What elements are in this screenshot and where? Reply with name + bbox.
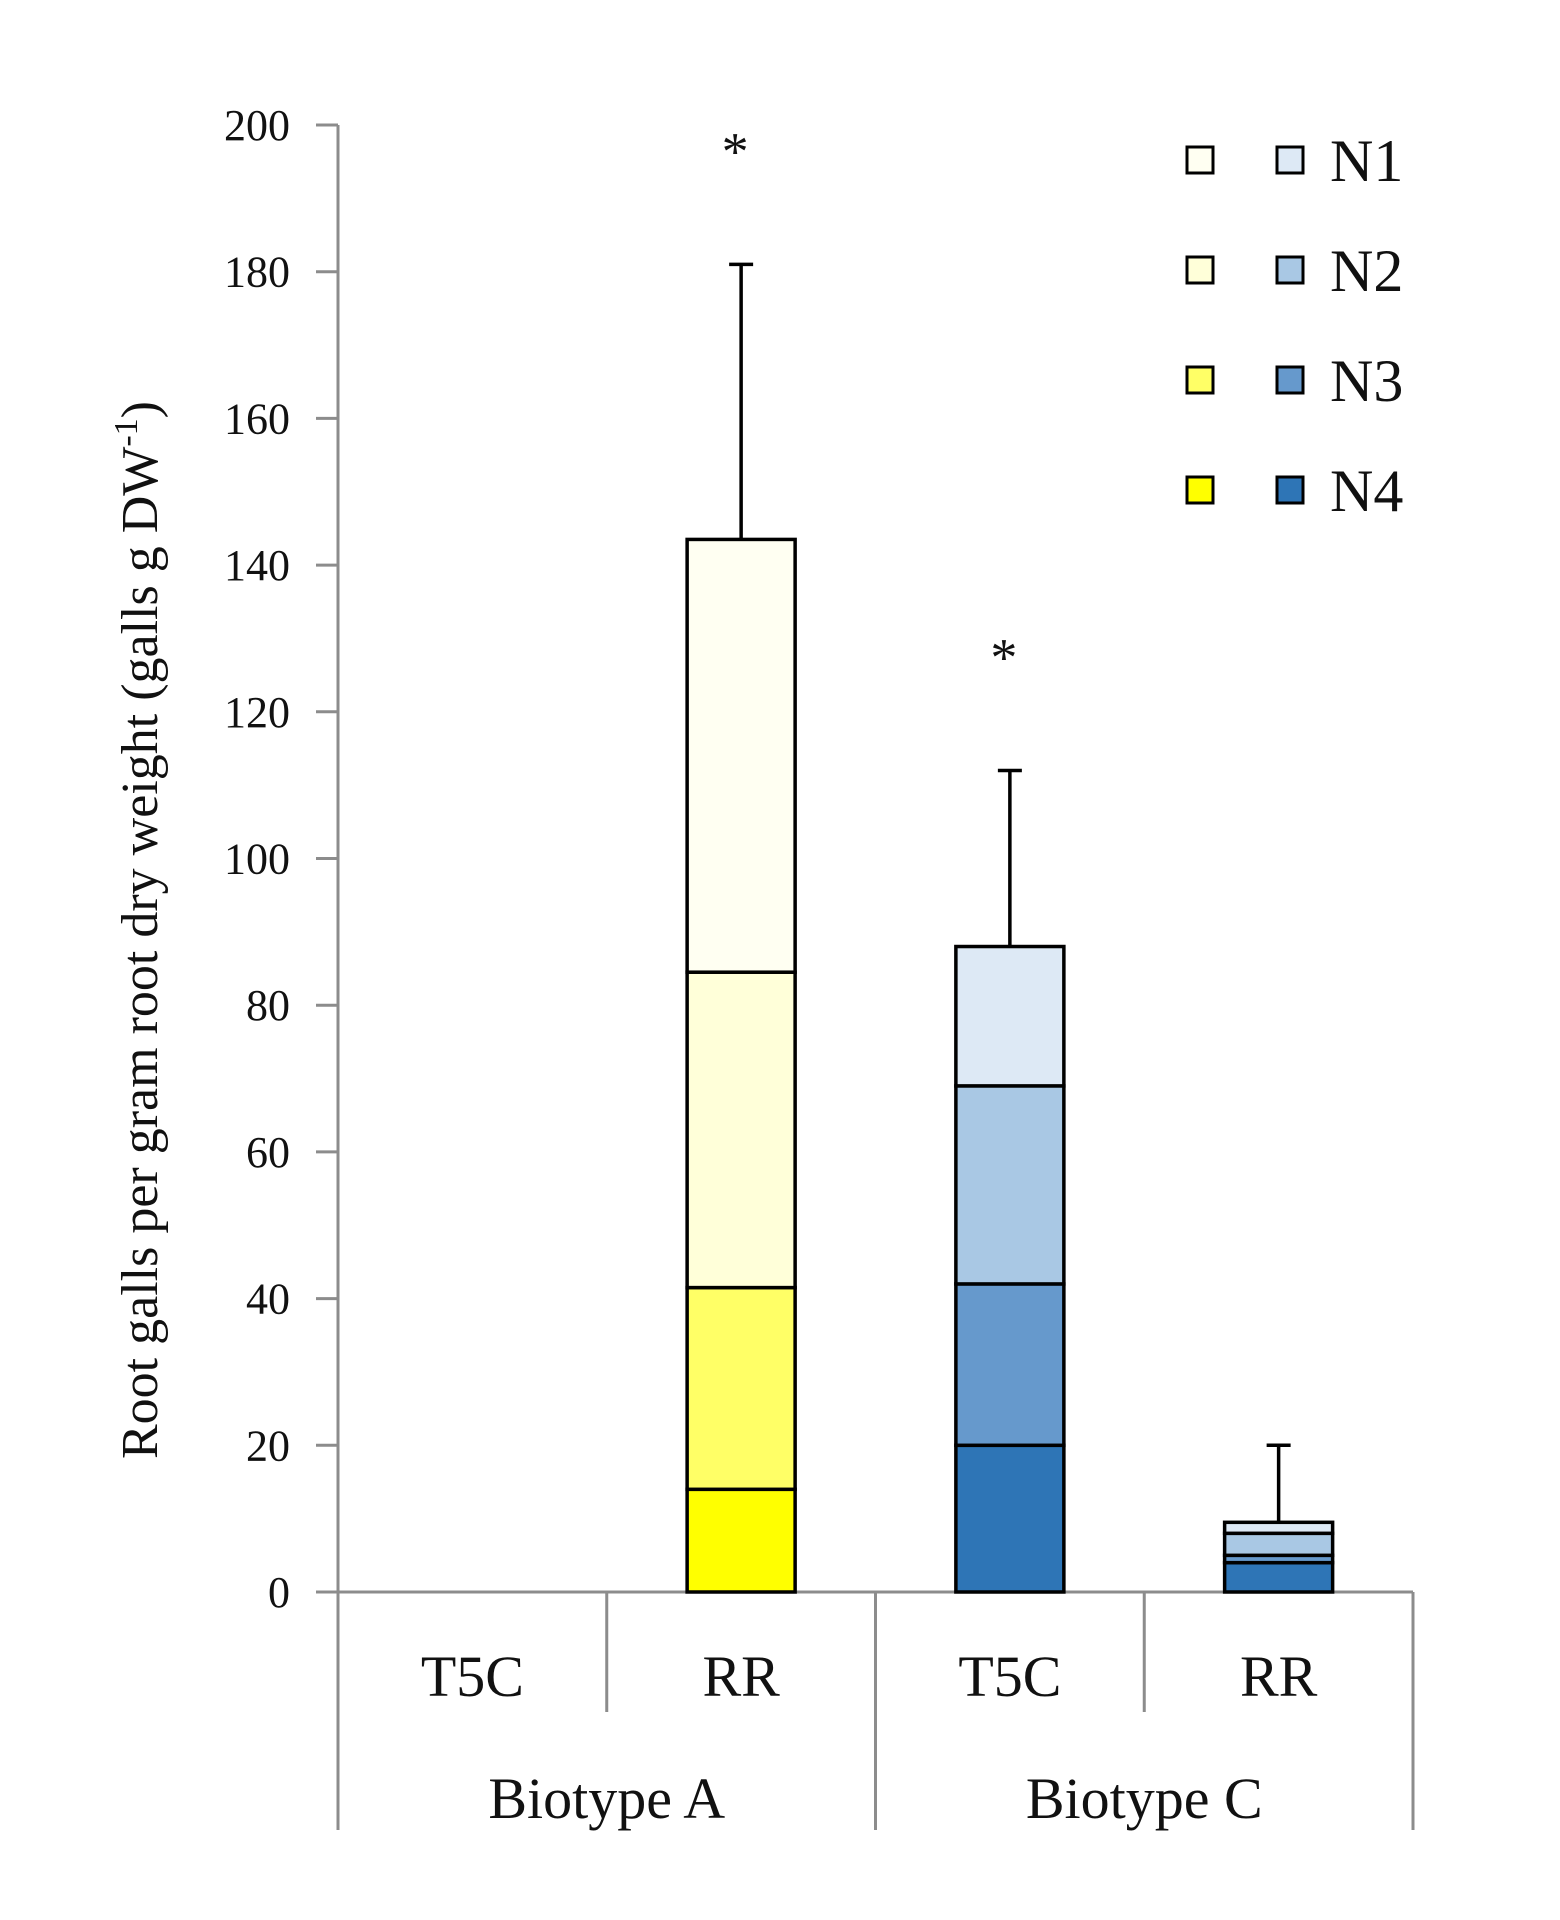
category-label-3: RR [1240,1644,1318,1709]
bar-2-n4 [954,1443,1066,1594]
legend-swatch-c-n4 [1275,475,1305,505]
legend-label-n1: N1 [1330,128,1403,194]
y-axis-label: Root galls per gram root dry weight (gal… [108,401,169,1459]
legend-label-n4: N4 [1330,458,1403,524]
legend-swatch-a-n4 [1185,475,1215,505]
bars [685,262,1335,1594]
labels: 0 20 40 60 80 100 120 140 160 180 200 T5C RR T5C RR Bio… [224,101,1318,1831]
bar-1-n4 [685,1487,797,1594]
legend-swatch-c-n3 [1275,365,1305,395]
bar-2-n1 [954,944,1066,1088]
y-tick-label-0: 0 [268,1568,290,1617]
significance-mark-1: * [722,121,749,181]
legend-swatch-c-n2 [1275,255,1305,285]
y-axis-label-superscript: -1 [108,418,145,446]
y-tick-label-40: 40 [246,1275,290,1324]
bar-1-n2 [685,970,797,1290]
bar-3-n2 [1222,1531,1335,1558]
bar-1-n3 [685,1285,797,1492]
legend-swatch-a-n1 [1185,145,1215,175]
y-axis-label-main: Root galls per gram root dry weight (gal… [112,447,169,1459]
bar-2-n2 [954,1084,1066,1286]
legend-swatch-a-n3 [1185,365,1215,395]
legend-swatch-a-n2 [1185,255,1215,285]
group-label-1: Biotype C [1026,1766,1263,1831]
legend-label-n2: N2 [1330,238,1403,304]
y-tick-label-20: 20 [246,1421,290,1470]
category-label-1: RR [702,1644,780,1709]
y-tick-label-80: 80 [246,981,290,1030]
y-tick-label-140: 140 [224,541,290,590]
y-tick-label-200: 200 [224,101,290,150]
y-tick-label-60: 60 [246,1128,290,1177]
group-label-0: Biotype A [488,1766,725,1831]
category-label-2: T5C [958,1644,1061,1709]
legend-label-n3: N3 [1330,348,1403,414]
bar-1-n1 [685,537,797,974]
y-tick-label-120: 120 [224,688,290,737]
legend: N1 N2 N3 N4 [1185,128,1403,524]
bar-2-n3 [954,1282,1066,1448]
bar-3-n1 [1222,1520,1335,1536]
significance-mark-2: * [990,627,1017,687]
bar-3-n4 [1222,1560,1335,1594]
legend-swatch-c-n1 [1275,145,1305,175]
y-tick-label-180: 180 [224,248,290,297]
y-axis-label-suffix: ) [112,401,169,418]
y-tick-label-160: 160 [224,394,290,443]
y-tick-label-100: 100 [224,835,290,884]
category-label-0: T5C [421,1644,524,1709]
